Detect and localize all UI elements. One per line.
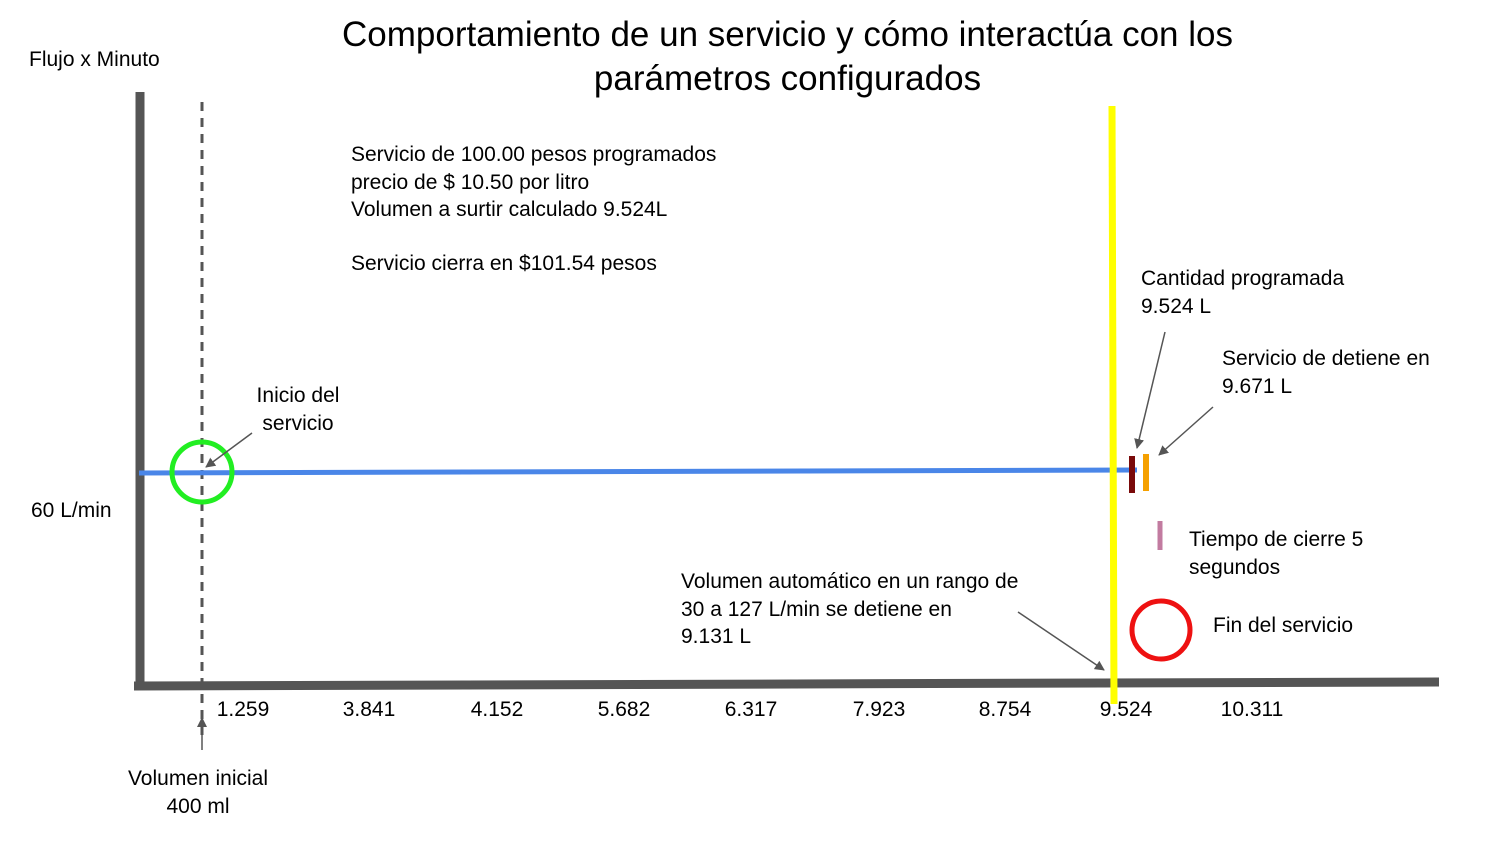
x-tick: 3.841 <box>342 698 396 721</box>
stop-line-2: 9.671 L <box>1222 374 1293 398</box>
flow-line <box>138 467 1138 476</box>
title-line-1: Comportamiento de un servicio y cómo int… <box>342 15 1233 54</box>
title-line-2: parámetros configurados <box>593 59 982 99</box>
close-time-line-2: segundos <box>1189 555 1281 579</box>
x-tick: 7.923 <box>852 698 906 721</box>
initial-volume-line-1: Volumen inicial <box>127 767 269 790</box>
service-info-line-3: Volumen a surtir calculado 9.524L <box>351 198 668 221</box>
programmed-label: Cantidad programada 9.524 L <box>1141 265 1344 320</box>
flow-rate-label: 60 L/min <box>31 499 112 522</box>
start-label-line-1: Inicio del <box>256 384 340 407</box>
x-tick: 6.317 <box>724 698 778 721</box>
end-label: Fin del servicio <box>1213 614 1354 637</box>
auto-volume-arrow <box>1017 611 1105 671</box>
x-tick: 4.152 <box>470 698 524 721</box>
auto-volume-line-2: 30 a 127 L/min se detiene en <box>681 597 952 621</box>
programmed-line-1: Cantidad programada <box>1141 267 1345 290</box>
service-info-line-2: precio de $ 10.50 por litro <box>351 170 590 194</box>
programmed-arrow <box>1134 331 1166 449</box>
stop-label: Servicio de detiene en 9.671 L <box>1222 345 1430 400</box>
end-circle <box>1129 598 1193 662</box>
start-circle <box>169 439 235 505</box>
start-arrow <box>205 432 253 468</box>
programmed-line-2: 9.524 L <box>1141 294 1212 318</box>
x-tick: 5.682 <box>597 698 651 721</box>
diagram-title: Comportamiento de un servicio y cómo int… <box>0 13 1500 102</box>
auto-volume-line-3: 9.131 L <box>681 625 752 648</box>
x-tick: 8.754 <box>978 698 1032 721</box>
service-info: Servicio de 100.00 pesos programados pre… <box>351 141 716 224</box>
close-time-line-1: Tiempo de cierre 5 <box>1189 528 1364 551</box>
close-time-label: Tiempo de cierre 5 segundos <box>1189 526 1363 581</box>
x-tick: 10.311 <box>1220 698 1284 721</box>
auto-volume-line-1: Volumen automático en un rango de <box>681 570 1019 593</box>
auto-volume-label: Volumen automático en un rango de 30 a 1… <box>681 568 1018 651</box>
x-axis <box>133 677 1440 691</box>
service-close-info: Servicio cierra en $101.54 pesos <box>351 252 657 275</box>
stop-arrow <box>1158 406 1214 456</box>
service-info-line-1: Servicio de 100.00 pesos programados <box>351 143 717 166</box>
start-label-line-2: servicio <box>262 411 334 435</box>
x-tick: 9.524 <box>1099 698 1153 721</box>
stop-line-1: Servicio de detiene en <box>1222 347 1430 370</box>
auto-stop-line <box>1108 105 1118 705</box>
initial-volume-label: Volumen inicial 400 ml <box>128 765 268 820</box>
y-axis-label: Flujo x Minuto <box>29 48 160 71</box>
initial-volume-line-2: 400 ml <box>166 794 230 818</box>
start-label: Inicio del servicio <box>257 382 340 437</box>
x-tick: 1.259 <box>216 698 270 721</box>
